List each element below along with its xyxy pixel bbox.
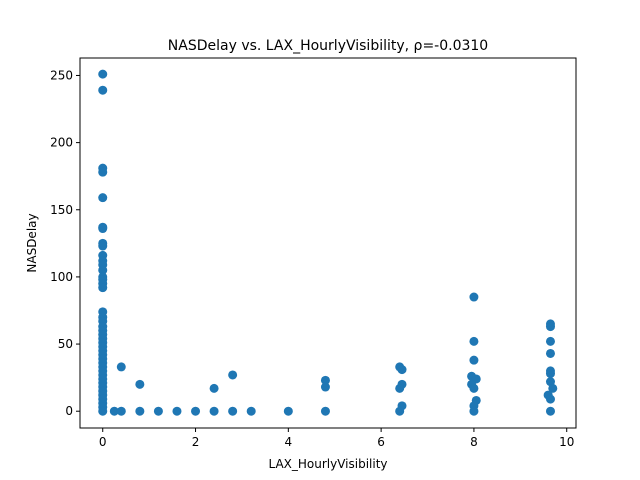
data-point [246, 406, 256, 416]
plot-frame [79, 57, 577, 429]
data-point [320, 375, 330, 385]
y-axis-label: NASDelay [25, 213, 39, 272]
y-tick-label: 200 [50, 136, 73, 150]
y-tick-label: 50 [58, 337, 73, 351]
data-point [283, 406, 293, 416]
data-point [109, 406, 119, 416]
data-point [98, 241, 108, 251]
chart-title: NASDelay vs. LAX_HourlyVisibility, ρ=-0.… [168, 38, 488, 54]
data-point [395, 383, 405, 393]
y-tick-label: 100 [50, 270, 73, 284]
data-point [228, 406, 238, 416]
data-point [209, 406, 219, 416]
data-point [98, 193, 108, 203]
data-point [172, 406, 182, 416]
x-tick-label: 6 [377, 435, 385, 449]
data-point [209, 383, 219, 393]
y-tick-label: 0 [65, 404, 73, 418]
data-point [469, 292, 479, 302]
data-point [98, 406, 108, 416]
data-point [191, 406, 201, 416]
data-point [545, 394, 555, 404]
x-axis: 0 2 4 6 8 10 [99, 428, 574, 449]
y-axis: 0 50 100 150 200 250 [50, 68, 80, 418]
data-point [135, 379, 145, 389]
data-point [135, 406, 145, 416]
data-point [98, 85, 108, 95]
data-point [397, 365, 407, 375]
x-tick-label: 2 [192, 435, 200, 449]
x-tick-label: 4 [285, 435, 293, 449]
data-point [320, 382, 330, 392]
data-point [469, 383, 479, 393]
x-tick-label: 0 [99, 435, 107, 449]
data-point [548, 383, 558, 393]
data-point [545, 406, 555, 416]
data-point [469, 406, 479, 416]
data-point [228, 370, 238, 380]
data-point [98, 283, 108, 293]
y-tick-label: 250 [50, 68, 73, 82]
data-point [98, 69, 108, 79]
data-point [98, 265, 108, 275]
data-point [545, 348, 555, 358]
data-point [545, 322, 555, 332]
data-point [545, 336, 555, 346]
x-tick-label: 10 [559, 435, 574, 449]
data-point [98, 224, 108, 234]
data-point [469, 355, 479, 365]
data-point [545, 369, 555, 379]
data-point [395, 406, 405, 416]
x-axis-label: LAX_HourlyVisibility [268, 457, 387, 471]
data-point [98, 167, 108, 177]
data-points [98, 69, 558, 416]
data-point [320, 406, 330, 416]
y-tick-label: 150 [50, 203, 73, 217]
data-point [116, 362, 126, 372]
data-point [116, 406, 126, 416]
data-point [469, 336, 479, 346]
data-point [153, 406, 163, 416]
x-tick-label: 8 [470, 435, 478, 449]
